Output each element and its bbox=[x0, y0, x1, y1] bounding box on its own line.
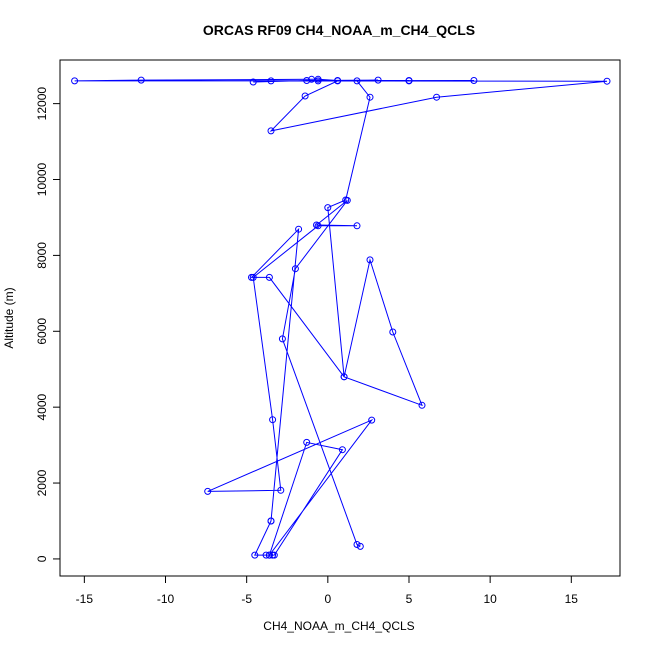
series-line bbox=[74, 78, 608, 556]
data-point bbox=[314, 222, 322, 230]
data-point bbox=[353, 222, 361, 230]
data-point bbox=[366, 256, 374, 264]
data-point bbox=[301, 92, 309, 100]
data-point bbox=[277, 486, 285, 494]
data-point bbox=[405, 77, 413, 84]
x-tick-label: -5 bbox=[241, 592, 252, 606]
data-point bbox=[303, 438, 311, 446]
data-point bbox=[389, 328, 397, 336]
x-tick-label: 15 bbox=[565, 592, 579, 606]
x-tick-label: 5 bbox=[406, 592, 413, 606]
data-point bbox=[353, 77, 361, 85]
data-point bbox=[269, 416, 277, 424]
data-point bbox=[603, 77, 611, 85]
y-tick-label: 0 bbox=[35, 555, 49, 562]
data-point bbox=[291, 265, 299, 273]
series-layer bbox=[71, 75, 611, 559]
y-tick-label: 12000 bbox=[35, 87, 49, 121]
y-tick-label: 4000 bbox=[35, 393, 49, 420]
x-tick-label: 10 bbox=[483, 592, 497, 606]
data-point bbox=[433, 93, 441, 101]
data-point bbox=[265, 273, 273, 281]
data-point bbox=[295, 225, 303, 233]
y-axis-label: Altitude (m) bbox=[2, 287, 16, 348]
x-tick-label: 0 bbox=[324, 592, 331, 606]
data-point bbox=[267, 517, 275, 525]
x-axis-label: CH4_NOAA_m_CH4_QCLS bbox=[263, 619, 414, 633]
data-point bbox=[374, 76, 382, 84]
data-point bbox=[267, 77, 275, 85]
data-point bbox=[204, 487, 212, 495]
data-point bbox=[418, 401, 426, 409]
data-point bbox=[267, 127, 275, 135]
data-point bbox=[338, 446, 346, 454]
data-point bbox=[262, 551, 270, 559]
data-point bbox=[249, 78, 257, 86]
y-tick-label: 2000 bbox=[35, 469, 49, 496]
data-point bbox=[278, 335, 286, 343]
data-point bbox=[265, 551, 273, 559]
data-point bbox=[314, 75, 322, 83]
y-axis: 0 2000 4000 6000 8000 10000 12000 bbox=[35, 87, 61, 562]
data-point bbox=[248, 273, 255, 281]
data-point bbox=[324, 204, 332, 212]
data-point bbox=[366, 93, 374, 101]
y-tick-label: 8000 bbox=[35, 242, 49, 269]
x-axis: -15 -10 -5 0 5 10 15 bbox=[76, 575, 579, 606]
y-tick-label: 6000 bbox=[35, 318, 49, 345]
data-point bbox=[368, 416, 376, 424]
x-tick-label: -15 bbox=[76, 592, 94, 606]
data-point bbox=[340, 373, 348, 381]
chart-title: ORCAS RF09 CH4_NOAA_m_CH4_QCLS bbox=[203, 22, 475, 38]
data-point bbox=[470, 77, 478, 84]
x-tick-label: -10 bbox=[157, 592, 175, 606]
data-point bbox=[353, 541, 361, 548]
data-point bbox=[251, 551, 259, 559]
y-tick-label: 10000 bbox=[35, 163, 49, 197]
data-point bbox=[334, 77, 342, 84]
data-point bbox=[342, 196, 350, 204]
data-point bbox=[137, 76, 145, 84]
data-point bbox=[303, 77, 311, 84]
data-point bbox=[71, 77, 79, 85]
